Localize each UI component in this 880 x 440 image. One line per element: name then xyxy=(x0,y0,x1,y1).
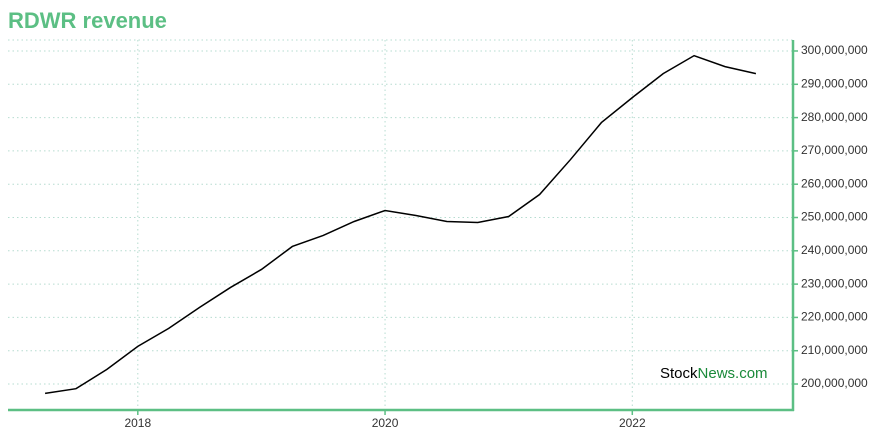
y-tick-label: 300,000,000 xyxy=(801,43,868,57)
y-tick-label: 230,000,000 xyxy=(801,276,868,290)
watermark: StockNews.com xyxy=(660,365,768,382)
y-tick-label: 280,000,000 xyxy=(801,110,868,124)
y-tick-label: 240,000,000 xyxy=(801,243,868,257)
x-tick-label: 2022 xyxy=(619,416,646,430)
y-tick-label: 270,000,000 xyxy=(801,143,868,157)
line-series xyxy=(44,54,757,395)
x-tick-label: 2018 xyxy=(124,416,151,430)
y-tick-label: 290,000,000 xyxy=(801,76,868,90)
chart-title: RDWR revenue xyxy=(8,8,167,33)
watermark-part: News.com xyxy=(698,365,768,382)
y-tick-label: 260,000,000 xyxy=(801,176,868,190)
watermark-part: Stock xyxy=(660,365,698,382)
y-tick-label: 210,000,000 xyxy=(801,343,868,357)
y-tick-label: 250,000,000 xyxy=(801,210,868,224)
y-tick-label: 200,000,000 xyxy=(801,376,868,390)
x-tick-label: 2020 xyxy=(372,416,399,430)
y-tick-label: 220,000,000 xyxy=(801,310,868,324)
